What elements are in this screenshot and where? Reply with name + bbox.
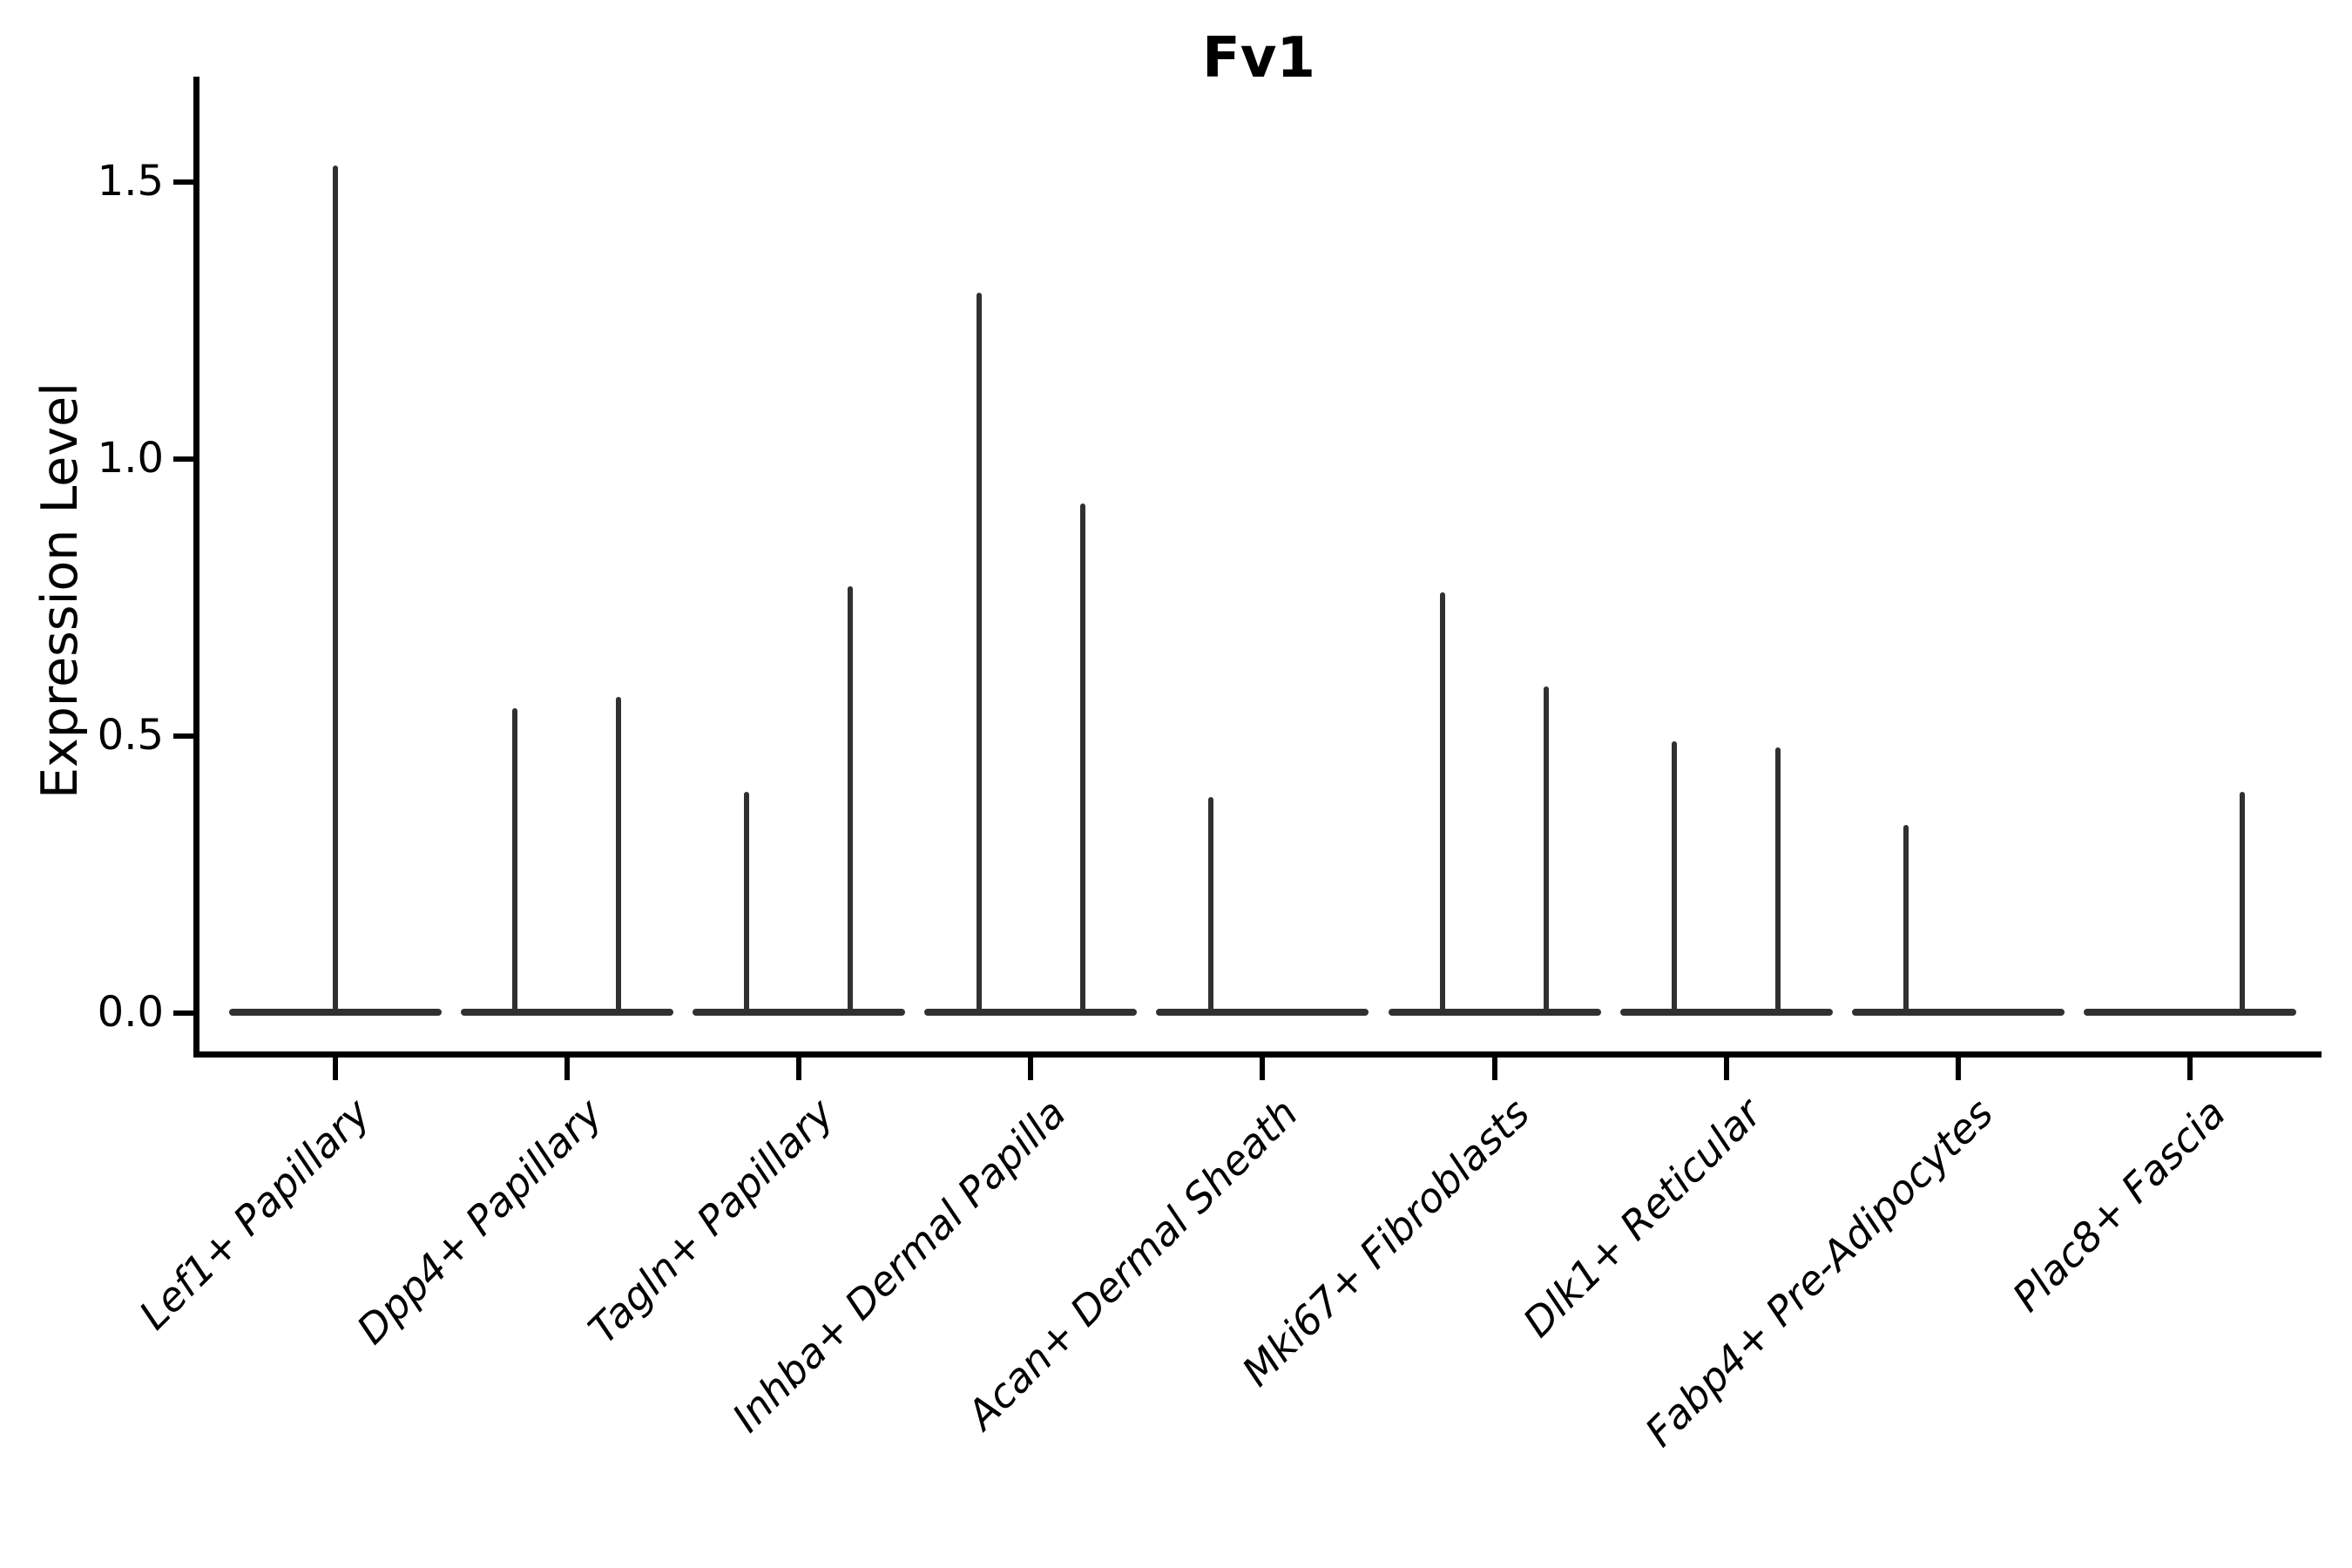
y-tick-label: 0.5	[97, 711, 164, 760]
x-tick-label-text: Dpp4+ Papillary	[347, 1089, 612, 1354]
x-tick-mark	[564, 1054, 570, 1080]
y-tick-mark	[173, 456, 194, 462]
y-tick-label: 1.0	[97, 434, 164, 483]
y-tick-label: 0.0	[97, 988, 164, 1037]
violin-spike	[512, 708, 518, 1013]
x-axis-spine	[193, 1051, 2322, 1058]
x-tick-label-text: Lef1+ Papillary	[130, 1089, 380, 1339]
violin-spike	[616, 697, 622, 1013]
violin-spike	[976, 293, 982, 1013]
x-tick-label-text: Tagln+ Papillary	[579, 1089, 843, 1353]
violin-baseline	[460, 1009, 673, 1016]
violin-baseline	[692, 1009, 905, 1016]
violin-spike	[1775, 747, 1781, 1013]
x-tick-mark	[332, 1054, 338, 1080]
x-tick-mark	[1723, 1054, 1729, 1080]
y-tick-mark	[173, 179, 194, 185]
y-axis-spine	[193, 77, 199, 1058]
violin-spike	[848, 586, 854, 1013]
x-tick-mark	[795, 1054, 801, 1080]
x-tick-mark	[1955, 1054, 1961, 1080]
violin-baseline	[1851, 1009, 2065, 1016]
violin-baseline	[2084, 1009, 2297, 1016]
violin-spike	[1440, 591, 1445, 1013]
violin-spike	[332, 165, 338, 1013]
x-tick-label-text: Dlk1+ Reticular	[1513, 1089, 1771, 1347]
violin-baseline	[1388, 1009, 1601, 1016]
violin-spike	[1903, 824, 1909, 1013]
y-tick-mark	[173, 733, 194, 739]
violin-baseline	[924, 1009, 1138, 1016]
x-tick-mark	[1028, 1054, 1034, 1080]
violin-spike	[2239, 791, 2245, 1013]
violin-spike	[1544, 686, 1549, 1013]
violin-baseline	[1156, 1009, 1369, 1016]
y-tick-mark	[173, 1010, 194, 1016]
x-tick-label-text: Plac8+ Fascia	[2003, 1089, 2234, 1321]
violin-spike	[744, 791, 750, 1013]
violin-baseline	[1619, 1009, 1833, 1016]
violin-spike	[1672, 741, 1678, 1013]
y-tick-label: 1.5	[97, 157, 164, 206]
x-tick-mark	[1491, 1054, 1497, 1080]
x-tick-mark	[1260, 1054, 1266, 1080]
plot-title: Fv1	[1202, 26, 1315, 91]
violin-spike	[1207, 796, 1213, 1013]
violin-spike	[1079, 503, 1085, 1013]
x-tick-mark	[2187, 1054, 2193, 1080]
